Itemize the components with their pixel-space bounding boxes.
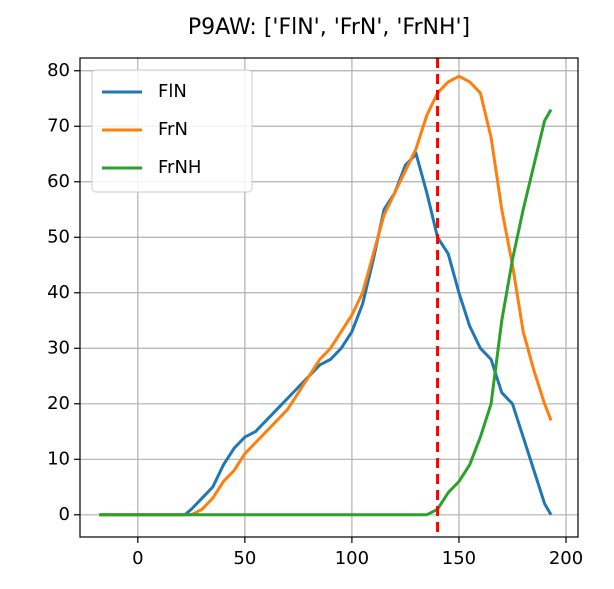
y-tick-label: 70 (47, 115, 70, 136)
y-tick-label: 80 (47, 60, 70, 81)
y-tick-label: 10 (47, 448, 70, 469)
y-tick-label: 50 (47, 226, 70, 247)
y-tick-label: 0 (59, 504, 70, 525)
line-series (99, 151, 553, 517)
legend-label: FlN (158, 81, 187, 102)
line-series (99, 108, 553, 517)
legend-label: FrN (158, 119, 188, 140)
y-tick-label: 60 (47, 171, 70, 192)
x-tick-label: 150 (442, 548, 476, 569)
x-tick-label: 100 (335, 548, 369, 569)
x-tick-label: 200 (549, 548, 583, 569)
x-tick-label: 50 (233, 548, 256, 569)
y-tick-label: 40 (47, 282, 70, 303)
line-series (99, 74, 553, 517)
legend-box (91, 69, 253, 193)
plot-frame (79, 57, 579, 538)
x-tick-label: 0 (132, 548, 143, 569)
y-tick-label: 30 (47, 337, 70, 358)
chart-title: P9AW: ['FlN', 'FrN', 'FrNH'] (188, 15, 470, 40)
legend-label: FrNH (158, 157, 201, 178)
y-tick-label: 20 (47, 393, 70, 414)
